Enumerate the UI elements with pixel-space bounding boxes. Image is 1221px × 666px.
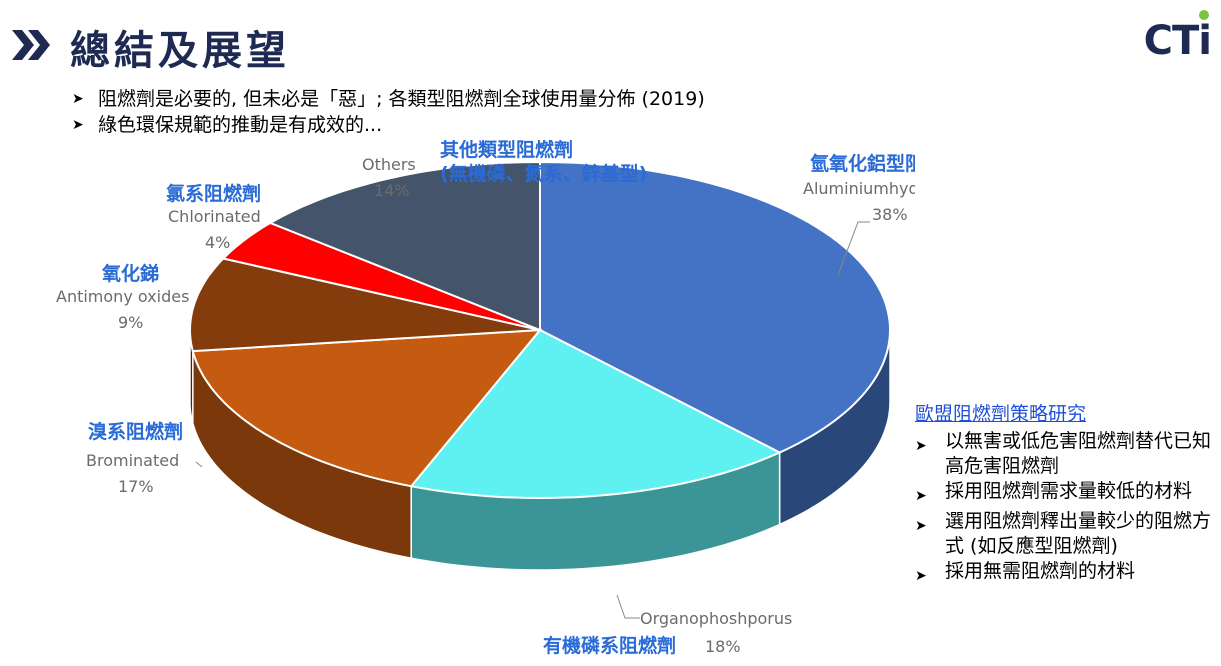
pie-slice-5	[267, 160, 541, 332]
label-zh-antimony: 氧化銻	[102, 262, 159, 285]
label-en-others: Others	[362, 155, 416, 174]
label-zh-aluminium: 氫氧化鋁型阻燃劑	[810, 152, 915, 175]
arrow-bullet-icon: ➤	[72, 91, 84, 107]
strategy-text: 選用阻燃劑釋出量較少的阻燃方式 (如反應型阻燃劑)	[945, 510, 1212, 557]
strategy-text: 採用阻燃劑需求量較低的材料	[945, 480, 1193, 502]
strategy-item: ➤ 採用無需阻燃劑的材料	[915, 559, 1215, 589]
label-zh-others-line1: 其他類型阻燃劑	[440, 140, 573, 161]
label-zh-chlorinated: 氯系阻燃劑	[166, 182, 261, 205]
strategy-item: ➤ 選用阻燃劑釋出量較少的阻燃方式 (如反應型阻燃劑)	[915, 509, 1215, 559]
label-zh-others-line2: (無機磷、氮系、鋅基型)	[440, 162, 647, 185]
arrow-bullet-icon: ➤	[915, 488, 927, 504]
arrow-bullet-icon: ➤	[915, 438, 927, 454]
label-pct-chlorinated: 4%	[205, 233, 230, 252]
bullet-item: ➤ 阻燃劑是必要的, 但未必是「惡」; 各類型阻燃劑全球使用量分佈 (2019)	[72, 86, 705, 112]
pie-slices	[188, 160, 892, 500]
arrow-bullet-icon: ➤	[915, 568, 927, 584]
pie-slice-3	[188, 257, 541, 353]
label-en-antimony: Antimony oxides	[56, 287, 189, 306]
page-title: 總結及展望	[70, 28, 290, 74]
label-pct-organo: 18%	[705, 637, 741, 656]
bullet-item: ➤ 綠色環保規範的推動是有成效的...	[72, 112, 705, 138]
logo-dot-icon	[1199, 10, 1209, 20]
label-en-brominated: Brominated	[86, 451, 179, 470]
company-logo: CTi	[1143, 18, 1212, 64]
arrow-bullet-icon: ➤	[915, 518, 927, 534]
pie-slice-1	[409, 328, 782, 500]
arrow-bullet-icon: ➤	[72, 117, 84, 133]
leader-line-organo	[616, 594, 640, 619]
leader-line-aluminium	[837, 221, 870, 276]
strategy-item: ➤ 以無害或低危害阻燃劑替代已知高危害阻燃劑	[915, 429, 1215, 479]
pie-slice-0	[539, 160, 892, 454]
eu-strategy-title[interactable]: 歐盟阻燃劑策略研究	[915, 403, 1087, 425]
bullet-text: 阻燃劑是必要的, 但未必是「惡」; 各類型阻燃劑全球使用量分佈 (2019)	[98, 88, 705, 110]
eu-strategy-panel: 歐盟阻燃劑策略研究 ➤ 以無害或低危害阻燃劑替代已知高危害阻燃劑 ➤ 採用阻燃劑…	[915, 402, 1215, 589]
strategy-item: ➤ 採用阻燃劑需求量較低的材料	[915, 479, 1215, 509]
label-en-chlorinated: Chlorinated	[168, 207, 261, 226]
strategy-text: 以無害或低危害阻燃劑替代已知高危害阻燃劑	[945, 430, 1212, 477]
label-pct-brominated: 17%	[118, 477, 154, 496]
pie-slice-2	[191, 328, 543, 488]
strategy-text: 採用無需阻燃劑的材料	[945, 560, 1136, 582]
label-pct-others: 14%	[374, 181, 410, 200]
label-pct-antimony: 9%	[118, 313, 143, 332]
label-zh-brominated: 溴系阻燃劑	[88, 420, 183, 443]
pie-chart: 氫氧化鋁型阻燃劑 Aluminiumhydroxide 38% Organoph…	[56, 140, 915, 657]
leader-lines	[195, 221, 870, 619]
intro-bullets: ➤ 阻燃劑是必要的, 但未必是「惡」; 各類型阻燃劑全球使用量分佈 (2019)…	[72, 86, 705, 138]
label-pct-aluminium: 38%	[872, 205, 908, 224]
pie-slice-4	[221, 221, 541, 331]
label-zh-organo: 有機磷系阻燃劑	[543, 634, 676, 657]
double-chevron-icon	[12, 30, 50, 60]
bullet-text: 綠色環保規範的推動是有成效的...	[98, 114, 383, 136]
leader-line-brominated	[195, 461, 203, 468]
label-en-aluminium: Aluminiumhydroxide	[803, 179, 915, 198]
label-en-organo: Organophoshporus	[640, 609, 792, 628]
